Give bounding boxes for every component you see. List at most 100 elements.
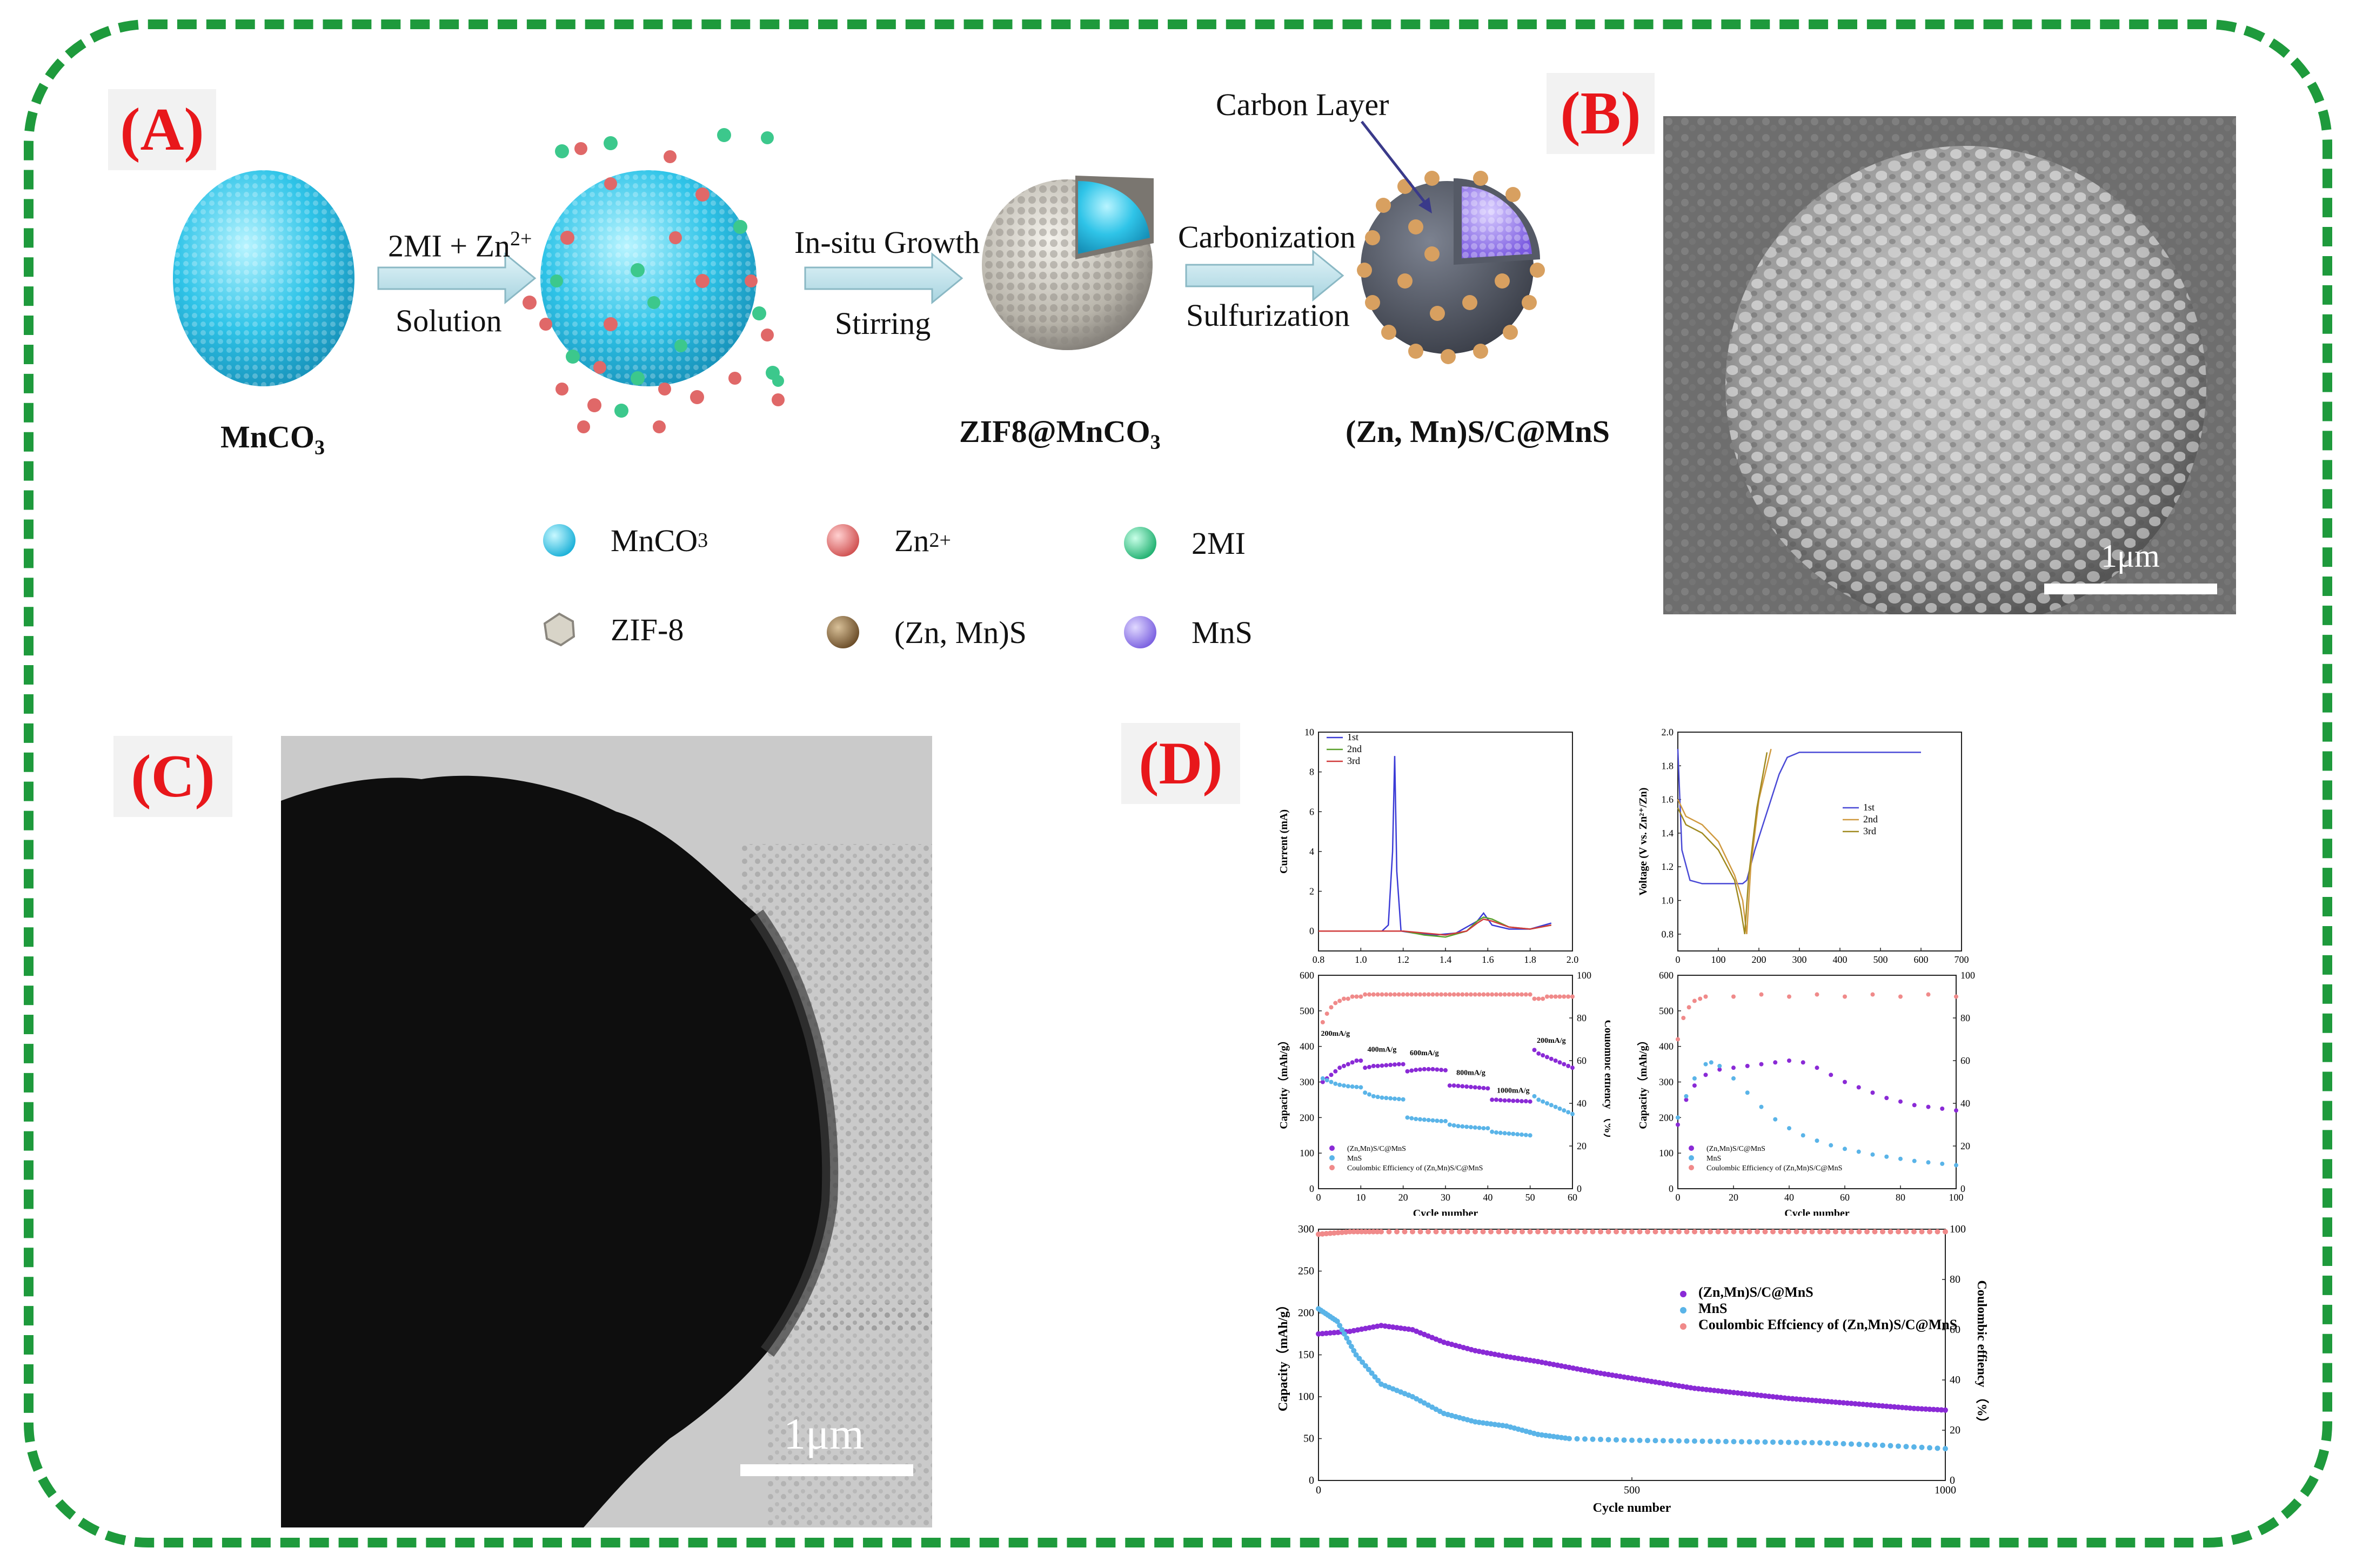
- series-point: [1485, 992, 1490, 997]
- series-point: [1774, 1394, 1780, 1400]
- y-tick-label: 100: [1659, 1148, 1674, 1158]
- series-point: [1511, 992, 1516, 997]
- series-point: [1396, 992, 1401, 997]
- series-point: [1435, 1067, 1440, 1072]
- legend-label: Coulombic Efficiency of (Zn,Mn)S/C@MnS: [1706, 1164, 1842, 1172]
- series-point: [1375, 1095, 1380, 1100]
- step1-top-label: 2MI + Zn2+: [388, 227, 532, 264]
- panel-label-d: (D): [1121, 723, 1240, 804]
- series-point: [1405, 992, 1410, 997]
- series-point: [1456, 1083, 1461, 1088]
- series-point: [1566, 994, 1571, 999]
- series-point: [1870, 1152, 1875, 1157]
- x-tick-label: 1.2: [1397, 954, 1409, 965]
- x-tick-label: 60: [1568, 1192, 1577, 1203]
- series-point: [1527, 1229, 1533, 1235]
- series-point: [1703, 1073, 1708, 1077]
- tem-scalebar: [740, 1464, 913, 1476]
- y-tick-label: 150: [1298, 1349, 1314, 1361]
- series-point: [1888, 1443, 1893, 1449]
- series-point: [1320, 1080, 1325, 1084]
- series-point: [1686, 1005, 1691, 1010]
- series-point: [1515, 1132, 1520, 1137]
- series-point: [1472, 1229, 1478, 1235]
- series-point: [1541, 996, 1545, 1001]
- series-point: [1786, 1396, 1791, 1402]
- step1-bottom-label: Solution: [396, 303, 502, 338]
- series-point: [1339, 1229, 1345, 1235]
- x-tick-label: 0: [1676, 1192, 1681, 1203]
- series-point: [1551, 1229, 1556, 1235]
- series-point: [1696, 1386, 1702, 1392]
- series-point: [1940, 1161, 1945, 1166]
- legend-zn: Zn 2+: [824, 521, 951, 559]
- series-point: [1378, 1229, 1384, 1235]
- series-point: [1637, 1437, 1643, 1443]
- series-point: [1896, 1443, 1901, 1449]
- series-point: [1739, 1390, 1744, 1396]
- series-point: [1872, 1402, 1878, 1408]
- series-point: [1590, 1436, 1596, 1442]
- series-point: [1692, 999, 1697, 1003]
- series-point: [1868, 1402, 1874, 1408]
- carbon-layer-label: Carbon Layer: [1216, 87, 1389, 122]
- series-point: [1715, 1388, 1721, 1394]
- mns-legend-icon: [1124, 616, 1156, 648]
- series-point: [1805, 1397, 1811, 1403]
- series-point: [1353, 1352, 1359, 1358]
- series-point: [1884, 1403, 1890, 1409]
- series-point: [1698, 996, 1703, 1001]
- series-point: [1903, 1405, 1909, 1411]
- series-point: [1363, 1066, 1368, 1070]
- series-point: [1426, 1067, 1431, 1071]
- y-right-tick-label: 100: [1950, 1223, 1966, 1235]
- series-point: [1614, 1229, 1619, 1235]
- series-point: [1354, 994, 1359, 999]
- y-tick-label: 600: [1659, 970, 1674, 981]
- series-point: [1324, 1078, 1329, 1083]
- series-point: [1409, 1116, 1414, 1121]
- y-tick-label: 100: [1300, 1148, 1314, 1158]
- series-point: [1684, 1094, 1689, 1098]
- series-point: [1511, 1131, 1516, 1136]
- series-point: [1439, 1068, 1444, 1073]
- series-point: [1911, 1444, 1917, 1450]
- series-point: [1422, 1067, 1427, 1071]
- zif8-legend-icon: [543, 612, 575, 647]
- series-point: [1329, 1080, 1334, 1084]
- x-tick-label: 400: [1833, 954, 1848, 965]
- scheme-graphics: [173, 120, 1545, 433]
- series-point: [1331, 1330, 1337, 1336]
- series-point: [1793, 1229, 1799, 1235]
- series-point: [1629, 1229, 1635, 1235]
- series-point: [1344, 1335, 1350, 1341]
- series-point: [1460, 1124, 1465, 1129]
- y-right-axis-label: Coulombic effiency （%）: [1602, 1020, 1610, 1144]
- series-point: [1645, 1437, 1650, 1443]
- series-point: [1907, 1405, 1913, 1411]
- series-point: [1393, 1062, 1397, 1067]
- series-point: [1405, 1115, 1410, 1120]
- series-point: [1354, 1084, 1359, 1089]
- series-point: [1605, 1229, 1611, 1235]
- mnco3-sphere: [173, 170, 354, 386]
- series-point: [1481, 1126, 1486, 1131]
- series-point: [1418, 992, 1422, 997]
- carbon-layer-pointer: [1361, 120, 1430, 209]
- 2mi-legend-icon: [1124, 527, 1156, 559]
- series-point: [1384, 1096, 1389, 1101]
- series-point: [1451, 1083, 1456, 1088]
- y-tick-label: 100: [1298, 1391, 1314, 1403]
- series-point: [1430, 1067, 1435, 1071]
- series-point: [1786, 1439, 1791, 1445]
- series-point: [1549, 1103, 1554, 1108]
- y-axis-label: Capacity（mAh/g）: [1276, 1298, 1290, 1411]
- series-point: [1692, 1438, 1697, 1444]
- series-point: [1746, 1229, 1752, 1235]
- series-point: [1443, 992, 1448, 997]
- series-point: [1778, 1395, 1784, 1401]
- series-point: [1817, 1398, 1823, 1404]
- series-point: [1849, 1401, 1854, 1406]
- y-tick-label: 10: [1304, 727, 1314, 738]
- series-point: [1323, 1330, 1329, 1336]
